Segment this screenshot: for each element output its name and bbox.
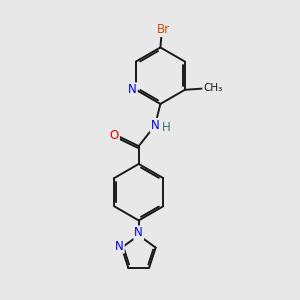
Text: O: O [110,129,119,142]
Text: N: N [151,119,159,132]
Text: N: N [115,240,124,253]
Text: CH₃: CH₃ [203,83,222,93]
Text: H: H [162,121,171,134]
Text: N: N [128,83,137,96]
Text: Br: Br [157,23,170,36]
Text: N: N [134,226,143,239]
